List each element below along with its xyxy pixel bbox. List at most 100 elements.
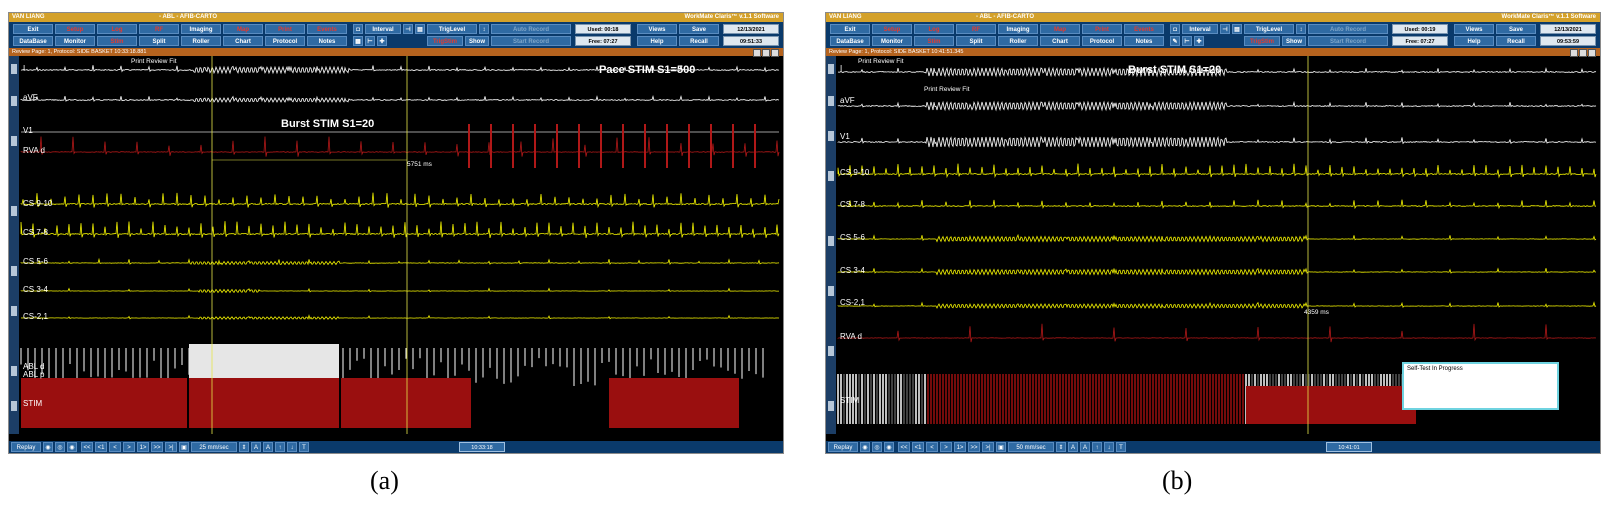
trigstim-button[interactable]: TrigStim [1244, 36, 1280, 46]
cursor-icon[interactable]: ✚ [377, 36, 387, 46]
stim-button[interactable]: Stim [914, 36, 954, 46]
nav-first[interactable]: << [898, 442, 910, 452]
camera-icon[interactable]: ◘ [353, 24, 363, 34]
interval-toggle[interactable]: Interval [365, 24, 401, 34]
split-button[interactable]: Split [139, 36, 179, 46]
recall-button[interactable]: Recall [1496, 36, 1536, 46]
cursor-icon[interactable]: ✚ [1194, 36, 1204, 46]
nav-next[interactable]: > [940, 442, 952, 452]
setup-button[interactable]: Setup [55, 24, 95, 34]
monitor-button[interactable]: Monitor [55, 36, 95, 46]
grid-icon[interactable]: ▦ [353, 36, 363, 46]
text-icon[interactable]: T [299, 442, 309, 452]
lock-icon[interactable]: ▣ [996, 442, 1006, 452]
rf-button[interactable]: RF [956, 24, 996, 34]
print-button[interactable]: Print [1082, 24, 1122, 34]
database-button[interactable]: DataBase [830, 36, 870, 46]
nav-next[interactable]: > [123, 442, 135, 452]
nav-prev[interactable]: < [926, 442, 938, 452]
interval-toggle[interactable]: Interval [1182, 24, 1218, 34]
protocol-button[interactable]: Protocol [1082, 36, 1122, 46]
exit-button[interactable]: Exit [830, 24, 870, 34]
minimize-icon[interactable] [753, 49, 761, 57]
auto-record-button[interactable]: Auto Record [491, 24, 571, 34]
text-icon[interactable]: T [1116, 442, 1126, 452]
lock-icon[interactable]: ▣ [179, 442, 189, 452]
imaging-button[interactable]: Imaging [998, 24, 1038, 34]
nav-prev-page[interactable]: <1 [912, 442, 924, 452]
trace-area[interactable]: I aVF V1 RVA d CS 9-10 CS 7-8 CS 5-6 CS … [9, 56, 783, 434]
caliper-icon[interactable]: ⊢ [1182, 36, 1192, 46]
triglevel-button[interactable]: TrigLevel [1244, 24, 1294, 34]
minimize-icon[interactable] [1570, 49, 1578, 57]
marker-icon[interactable]: ⊣ [1220, 24, 1230, 34]
waveform-canvas[interactable] [9, 56, 783, 434]
nav-last[interactable]: >> [151, 442, 163, 452]
imaging-button[interactable]: Imaging [181, 24, 221, 34]
camera-icon[interactable]: ◘ [1170, 24, 1180, 34]
close-icon[interactable] [1588, 49, 1596, 57]
notes-button[interactable]: Notes [307, 36, 347, 46]
map-button[interactable]: Map [1040, 24, 1080, 34]
sweep-speed[interactable]: 50 mm/sec [1008, 442, 1054, 452]
nav-end[interactable]: >| [165, 442, 177, 452]
replay-button[interactable]: Replay [828, 442, 858, 452]
trigstim-button[interactable]: TrigStim [427, 36, 463, 46]
nav-first[interactable]: << [81, 442, 93, 452]
channel-scale-ruler[interactable] [9, 56, 19, 434]
marker-icon[interactable]: ⊣ [403, 24, 413, 34]
replay-button[interactable]: Replay [11, 442, 41, 452]
arrow-up-icon[interactable]: ↑ [1092, 442, 1102, 452]
channel-scale-ruler[interactable] [826, 56, 836, 434]
roller-button[interactable]: Roller [998, 36, 1038, 46]
protocol-button[interactable]: Protocol [265, 36, 305, 46]
maximize-icon[interactable] [1579, 49, 1587, 57]
views-button[interactable]: Views [1454, 24, 1494, 34]
updown-icon[interactable]: ↕ [1296, 24, 1306, 34]
help-button[interactable]: Help [1454, 36, 1494, 46]
rf-button[interactable]: RF [139, 24, 179, 34]
save-button[interactable]: Save [679, 24, 719, 34]
calculator-icon[interactable]: ▤ [415, 24, 425, 34]
sweep-speed[interactable]: 25 mm/sec [191, 442, 237, 452]
nav-next-page[interactable]: 1> [137, 442, 149, 452]
setup-button[interactable]: Setup [872, 24, 912, 34]
nav-next-page[interactable]: 1> [954, 442, 966, 452]
views-button[interactable]: Views [637, 24, 677, 34]
gain-up-icon[interactable]: A [1068, 442, 1078, 452]
show-button[interactable]: Show [465, 36, 489, 46]
gain-down-icon[interactable]: A [263, 442, 273, 452]
nav-prev-page[interactable]: <1 [95, 442, 107, 452]
arrow-up-icon[interactable]: ↑ [275, 442, 285, 452]
rewind-icon[interactable]: ◉ [43, 442, 53, 452]
forward-icon[interactable]: ◉ [884, 442, 894, 452]
start-record-button[interactable]: Start Record [1308, 36, 1388, 46]
speed-stepper-icon[interactable]: ⇕ [239, 442, 249, 452]
rewind-icon[interactable]: ◉ [860, 442, 870, 452]
caliper-icon[interactable]: ⊢ [365, 36, 375, 46]
help-button[interactable]: Help [637, 36, 677, 46]
split-button[interactable]: Split [956, 36, 996, 46]
calculator-icon[interactable]: ▤ [1232, 24, 1242, 34]
exit-button[interactable]: Exit [13, 24, 53, 34]
nav-last[interactable]: >> [968, 442, 980, 452]
loop-icon[interactable]: ◎ [55, 442, 65, 452]
print-button[interactable]: Print [265, 24, 305, 34]
show-button[interactable]: Show [1282, 36, 1306, 46]
events-button[interactable]: Events [307, 24, 347, 34]
stim-button[interactable]: Stim [97, 36, 137, 46]
self-test-dialog[interactable]: Self-Test In Progress [1402, 362, 1559, 410]
database-button[interactable]: DataBase [13, 36, 53, 46]
gain-down-icon[interactable]: A [1080, 442, 1090, 452]
auto-record-button[interactable]: Auto Record [1308, 24, 1388, 34]
save-button[interactable]: Save [1496, 24, 1536, 34]
arrow-down-icon[interactable]: ↓ [1104, 442, 1114, 452]
close-icon[interactable] [771, 49, 779, 57]
recall-button[interactable]: Recall [679, 36, 719, 46]
log-button[interactable]: Log [914, 24, 954, 34]
nav-end[interactable]: >| [982, 442, 994, 452]
loop-icon[interactable]: ◎ [872, 442, 882, 452]
nav-prev[interactable]: < [109, 442, 121, 452]
monitor-button[interactable]: Monitor [872, 36, 912, 46]
start-record-button[interactable]: Start Record [491, 36, 571, 46]
